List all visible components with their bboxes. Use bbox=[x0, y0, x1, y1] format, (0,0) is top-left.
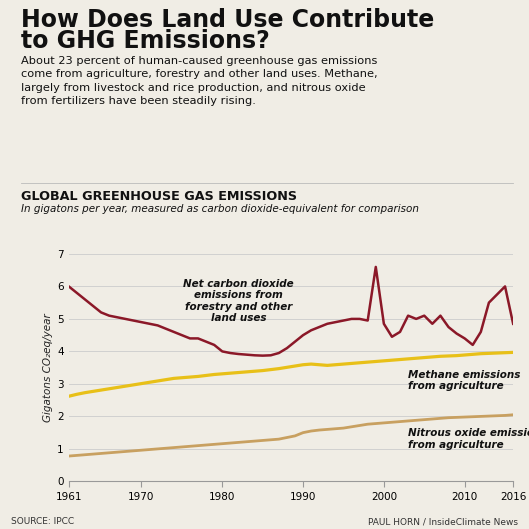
Text: Nitrous oxide emissions
from agriculture: Nitrous oxide emissions from agriculture bbox=[408, 428, 529, 450]
Text: About 23 percent of human-caused greenhouse gas emissions
come from agriculture,: About 23 percent of human-caused greenho… bbox=[21, 56, 378, 106]
Text: to GHG Emissions?: to GHG Emissions? bbox=[21, 29, 270, 53]
Y-axis label: Gigatons CO₂eq/year: Gigatons CO₂eq/year bbox=[43, 313, 53, 422]
Text: Methane emissions
from agriculture: Methane emissions from agriculture bbox=[408, 370, 521, 391]
Text: GLOBAL GREENHOUSE GAS EMISSIONS: GLOBAL GREENHOUSE GAS EMISSIONS bbox=[21, 190, 297, 204]
Text: PAUL HORN / InsideClimate News: PAUL HORN / InsideClimate News bbox=[368, 517, 518, 526]
Text: Net carbon dioxide
emissions from
forestry and other
land uses: Net carbon dioxide emissions from forest… bbox=[183, 279, 294, 323]
Text: In gigatons per year, measured as carbon dioxide-equivalent for comparison: In gigatons per year, measured as carbon… bbox=[21, 204, 419, 214]
Text: SOURCE: IPCC: SOURCE: IPCC bbox=[11, 517, 74, 526]
Text: How Does Land Use Contribute: How Does Land Use Contribute bbox=[21, 8, 434, 32]
